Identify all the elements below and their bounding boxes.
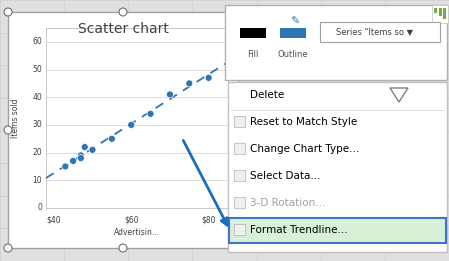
Circle shape	[167, 91, 173, 98]
Bar	[443, 8, 446, 19]
Circle shape	[205, 74, 212, 81]
Text: Fill: Fill	[247, 50, 259, 59]
Text: Outline: Outline	[277, 50, 308, 59]
Text: 0: 0	[37, 204, 42, 212]
Text: 10: 10	[32, 176, 42, 185]
Text: $80: $80	[202, 216, 216, 225]
Bar	[46, 28, 228, 208]
Text: ✎: ✎	[291, 17, 299, 27]
Circle shape	[4, 244, 12, 252]
Circle shape	[81, 144, 88, 151]
Circle shape	[234, 126, 242, 134]
Bar	[234, 170, 245, 181]
Text: $40: $40	[46, 216, 61, 225]
Text: 20: 20	[32, 148, 42, 157]
Circle shape	[234, 244, 242, 252]
Text: Delete: Delete	[250, 91, 284, 100]
Circle shape	[77, 152, 84, 159]
Text: 30: 30	[32, 120, 42, 129]
Text: 3-D Rotation...: 3-D Rotation...	[250, 198, 326, 209]
Text: Scatter chart: Scatter chart	[78, 22, 168, 36]
Text: Select Data...: Select Data...	[250, 171, 321, 181]
Text: Advertisin...: Advertisin...	[114, 228, 160, 237]
Circle shape	[186, 80, 193, 87]
Circle shape	[62, 163, 69, 170]
Circle shape	[119, 8, 127, 16]
Bar	[280, 28, 306, 38]
Bar	[439, 8, 441, 16]
Text: 50: 50	[32, 65, 42, 74]
Bar	[432, 5, 448, 23]
Circle shape	[108, 135, 115, 142]
Bar	[234, 197, 245, 209]
Text: Reset to Match Style: Reset to Match Style	[250, 117, 357, 127]
Circle shape	[128, 121, 135, 128]
Text: Format Trendline...: Format Trendline...	[250, 226, 348, 235]
FancyBboxPatch shape	[320, 22, 440, 42]
Bar	[228, 82, 447, 252]
Circle shape	[70, 157, 77, 164]
Circle shape	[4, 8, 12, 16]
Bar	[8, 12, 238, 248]
Polygon shape	[390, 88, 408, 102]
Text: Change Chart Type...: Change Chart Type...	[250, 144, 359, 155]
Text: Items sold: Items sold	[10, 98, 19, 138]
Circle shape	[147, 110, 154, 117]
Circle shape	[77, 155, 84, 162]
Text: $60: $60	[124, 216, 138, 225]
Circle shape	[119, 244, 127, 252]
Bar	[234, 224, 245, 235]
Circle shape	[89, 146, 96, 153]
Text: Series "Items so ▼: Series "Items so ▼	[336, 27, 414, 37]
Bar	[225, 5, 447, 80]
Bar	[240, 28, 266, 38]
Circle shape	[234, 8, 242, 16]
Circle shape	[4, 126, 12, 134]
Text: 40: 40	[32, 93, 42, 102]
Text: 60: 60	[32, 37, 42, 46]
Bar	[234, 116, 245, 127]
Bar	[234, 144, 245, 155]
Bar	[229, 218, 446, 243]
Bar	[434, 8, 437, 13]
